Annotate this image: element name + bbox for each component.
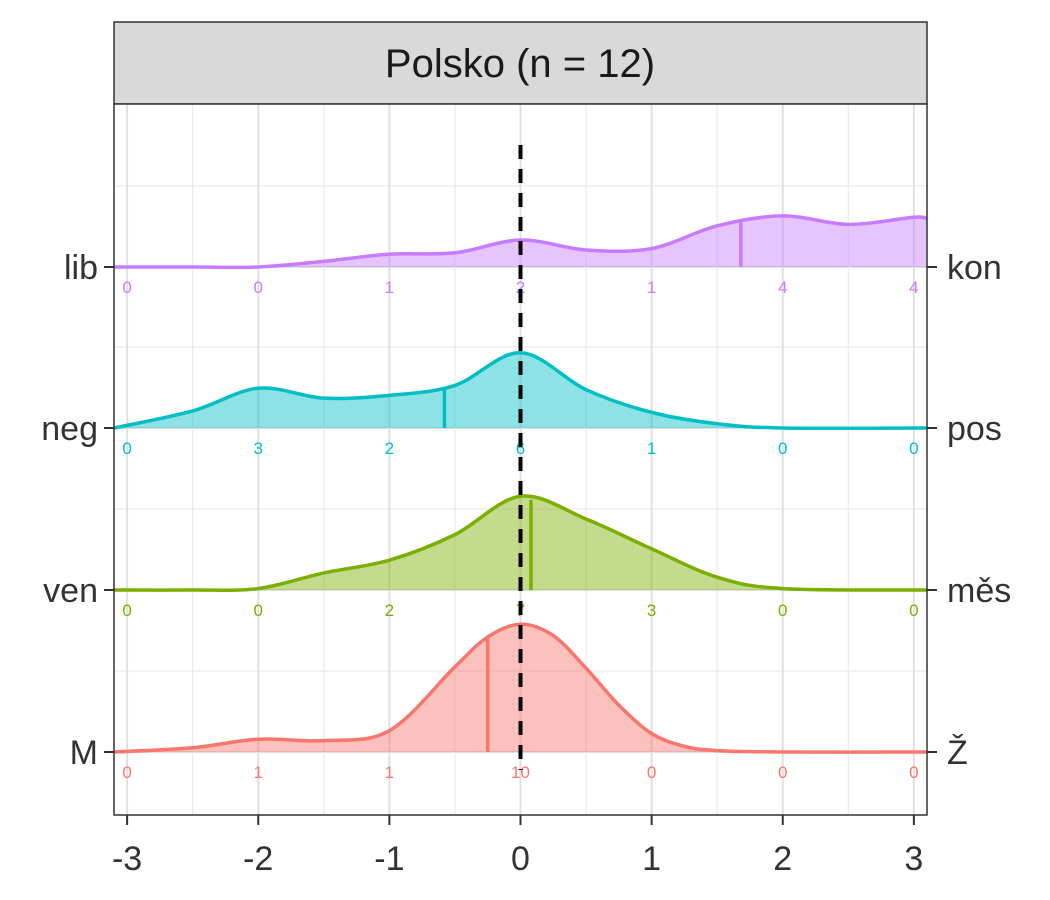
x-tick-label: -1 bbox=[374, 840, 404, 878]
count-label: 0 bbox=[647, 763, 656, 782]
count-label: 0 bbox=[778, 763, 787, 782]
count-label: 0 bbox=[254, 601, 263, 620]
right-axis-label: kon bbox=[947, 249, 1002, 287]
right-axis-label: pos bbox=[947, 410, 1002, 448]
count-label: 3 bbox=[254, 439, 263, 458]
x-tick-label: 2 bbox=[773, 840, 792, 878]
count-label: 1 bbox=[647, 439, 656, 458]
left-axis-label: ven bbox=[43, 572, 98, 610]
density-area bbox=[114, 624, 927, 753]
facet-strip: Polsko (n = 12) bbox=[113, 21, 928, 105]
left-axis-label: M bbox=[70, 734, 98, 772]
count-label: 6 bbox=[516, 439, 525, 458]
count-label: 1 bbox=[647, 278, 656, 297]
facet-title: Polsko (n = 12) bbox=[385, 42, 655, 86]
count-label: 0 bbox=[122, 278, 131, 297]
right-axis-label: Ž bbox=[947, 734, 968, 772]
ridge-series: 0 1 1 10 0 0 0 bbox=[113, 622, 928, 782]
count-label: 1 bbox=[385, 763, 394, 782]
right-axis-label: měs bbox=[947, 572, 1011, 610]
x-tick-label: 1 bbox=[642, 840, 661, 878]
count-label: 4 bbox=[778, 278, 787, 297]
x-tick-label: -3 bbox=[112, 840, 142, 878]
count-label: 0 bbox=[122, 439, 131, 458]
x-tick-label: 0 bbox=[511, 840, 530, 878]
count-label: 0 bbox=[122, 601, 131, 620]
count-label: 3 bbox=[647, 601, 656, 620]
density-line bbox=[113, 350, 928, 431]
count-label: 0 bbox=[909, 601, 918, 620]
x-tick-label: 3 bbox=[904, 840, 923, 878]
count-label: 1 bbox=[254, 763, 263, 782]
count-label: 10 bbox=[511, 763, 530, 782]
density-line bbox=[113, 494, 928, 593]
left-axis-label: neg bbox=[41, 410, 98, 448]
count-label: 2 bbox=[516, 278, 525, 297]
count-label: 0 bbox=[254, 278, 263, 297]
count-label: 2 bbox=[385, 601, 394, 620]
density-area bbox=[114, 496, 927, 591]
count-label: 4 bbox=[909, 278, 918, 297]
density-line bbox=[113, 214, 928, 270]
count-label: 0 bbox=[909, 763, 918, 782]
density-line bbox=[113, 622, 928, 754]
count-label: 0 bbox=[122, 763, 131, 782]
count-label: 0 bbox=[909, 439, 918, 458]
count-label: 0 bbox=[778, 439, 787, 458]
facet-strip-background bbox=[113, 21, 928, 105]
count-label: 2 bbox=[385, 439, 394, 458]
count-label: 1 bbox=[385, 278, 394, 297]
count-label: 0 bbox=[778, 601, 787, 620]
left-axis-label: lib bbox=[64, 249, 98, 287]
x-tick-label: -2 bbox=[243, 840, 273, 878]
